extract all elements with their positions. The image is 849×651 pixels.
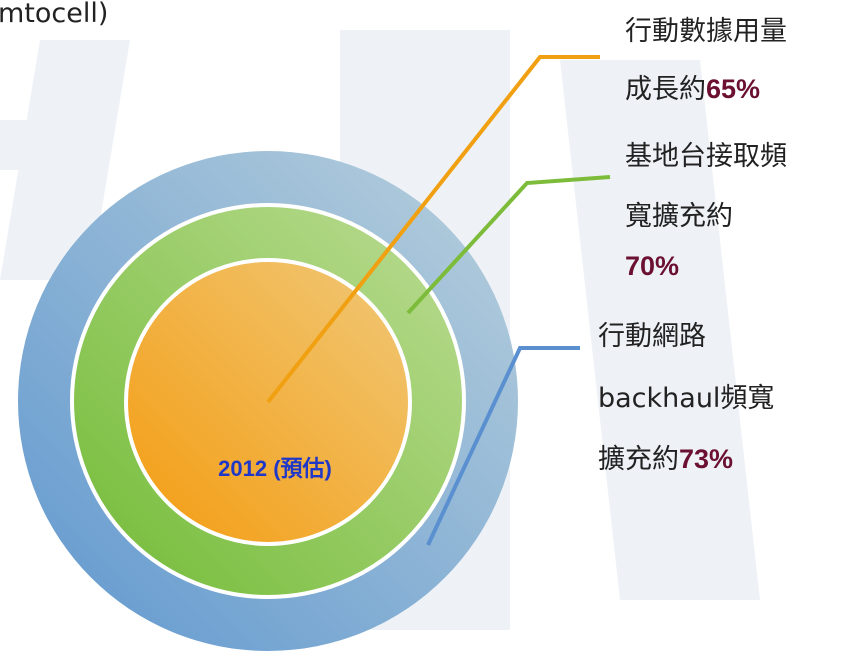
callout-line: 寬擴充約 [625, 201, 733, 232]
callout-text: 行動數據用量 [625, 16, 787, 47]
callout-line: backhaul頻寬 [598, 383, 774, 414]
callout-line: 行動網路 [598, 321, 706, 352]
percentage: 65% [706, 74, 760, 104]
percentage: 73% [679, 444, 733, 474]
callout-text: 行動網路 [598, 321, 706, 352]
callout-text: 寬擴充約 [625, 201, 733, 232]
center-label: 2012 (預估) [218, 456, 332, 481]
callout-line: 擴充約73% [598, 444, 733, 475]
header-fragment: mtocell) [0, 0, 108, 29]
callout-text: 擴充約 [598, 444, 679, 475]
callout-line: 成長約65% [625, 74, 760, 105]
callout-text: 成長約 [625, 74, 706, 105]
leader-line [406, 175, 611, 315]
callout-line: 70% [625, 251, 679, 281]
percentage: 70% [625, 251, 679, 281]
callout-text: backhaul頻寬 [598, 383, 774, 414]
callout-line: 行動數據用量 [625, 16, 787, 47]
callout-line: 基地台接取頻 [625, 141, 787, 172]
leader-line [266, 55, 600, 404]
leader-line [426, 346, 580, 546]
callout-text: 基地台接取頻 [625, 141, 787, 172]
